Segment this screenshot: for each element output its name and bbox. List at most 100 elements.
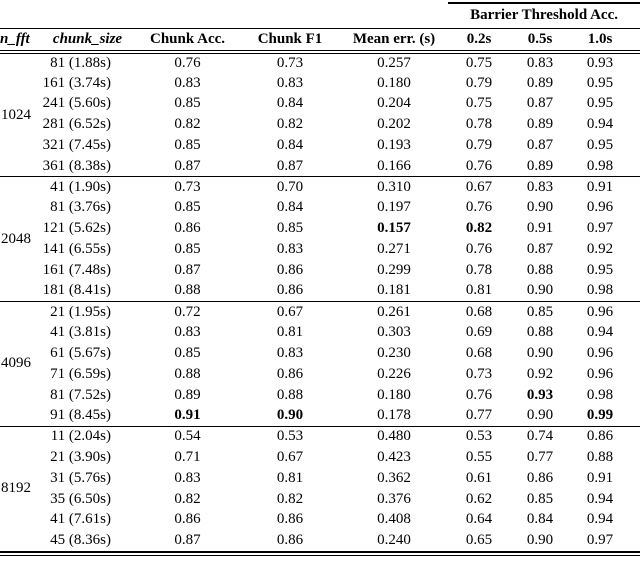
table-row: 181 (8.41s) 0.88 0.86 0.181 0.81 0.90 0.…: [0, 281, 640, 302]
acc-10s-cell: 0.96: [586, 199, 614, 216]
table-row: 31 (5.76s) 0.83 0.81 0.362 0.61 0.86 0.9…: [0, 468, 640, 489]
n-fft-cell: 4096: [1, 355, 31, 372]
chunk-f1-cell: 0.82: [276, 116, 304, 133]
n-fft-cell: 1024: [1, 106, 31, 123]
col-header-chunk-size: chunk_size: [52, 30, 123, 47]
chunk-acc-cell: 0.83: [174, 74, 201, 91]
acc-02s-cell: 0.68: [465, 303, 493, 320]
mean-err-cell: 0.230: [377, 345, 411, 362]
acc-05s-cell: 0.89: [526, 116, 554, 133]
mean-err-cell: 0.204: [377, 95, 411, 112]
chunk-f1-cell: 0.85: [276, 220, 304, 237]
acc-05s-cell: 0.88: [526, 324, 554, 341]
acc-10s-cell: 0.91: [586, 178, 614, 195]
acc-05s-cell: 0.90: [526, 199, 554, 216]
table-row: 241 (5.60s) 0.85 0.84 0.204 0.75 0.87 0.…: [0, 94, 640, 115]
acc-10s-cell: 0.94: [586, 324, 614, 341]
acc-02s-cell: 0.67: [465, 178, 493, 195]
acc-02s-cell: 0.79: [465, 137, 493, 154]
chunk-size-cell: 241 (5.60s): [42, 95, 111, 112]
acc-05s-cell: 0.89: [526, 157, 554, 174]
mean-err-cell: 0.310: [377, 178, 411, 195]
mean-err-cell: 0.480: [377, 428, 411, 445]
acc-02s-cell: 0.69: [465, 324, 493, 341]
acc-05s-cell: 0.90: [526, 532, 554, 549]
mean-err-cell: 0.261: [377, 303, 411, 320]
table-row: 41 (3.81s) 0.83 0.81 0.303 0.69 0.88 0.9…: [0, 322, 640, 343]
chunk-f1-cell: 0.90: [276, 407, 304, 424]
mean-err-cell: 0.362: [377, 469, 411, 486]
acc-02s-cell: 0.62: [465, 490, 493, 507]
chunk-acc-cell: 0.73: [174, 178, 201, 195]
chunk-acc-cell: 0.82: [174, 490, 201, 507]
col-header-acc-05s: 0.5s: [527, 30, 553, 47]
group-header-spacer: [0, 3, 448, 28]
mean-err-cell: 0.408: [377, 511, 411, 528]
chunk-acc-cell: 0.85: [174, 345, 201, 362]
chunk-size-cell: 141 (6.55s): [42, 241, 111, 258]
chunk-size-cell: 91 (8.45s): [50, 407, 111, 424]
acc-05s-cell: 0.90: [526, 345, 554, 362]
acc-10s-cell: 0.95: [586, 95, 614, 112]
acc-05s-cell: 0.92: [526, 365, 554, 382]
table-row: 91 (8.45s) 0.91 0.90 0.178 0.77 0.90 0.9…: [0, 406, 640, 427]
chunk-f1-cell: 0.86: [276, 282, 304, 299]
chunk-acc-cell: 0.54: [174, 428, 201, 445]
acc-05s-cell: 0.87: [526, 95, 554, 112]
acc-10s-cell: 0.98: [586, 157, 614, 174]
acc-10s-cell: 0.94: [586, 511, 614, 528]
chunk-size-cell: 161 (3.74s): [42, 74, 111, 91]
mean-err-cell: 0.193: [377, 137, 411, 154]
acc-02s-cell: 0.78: [465, 261, 493, 278]
n-fft-cell: 8192: [1, 480, 31, 497]
block-nfft-2048: 2048 41 (1.90s) 0.73 0.70 0.310 0.67 0.8…: [0, 176, 640, 302]
acc-05s-cell: 0.74: [526, 428, 554, 445]
acc-05s-cell: 0.77: [526, 449, 554, 466]
mean-err-cell: 0.197: [377, 199, 411, 216]
acc-02s-cell: 0.82: [465, 220, 493, 237]
mean-err-cell: 0.240: [377, 532, 411, 549]
chunk-acc-cell: 0.88: [174, 282, 201, 299]
acc-10s-cell: 0.96: [586, 345, 614, 362]
chunk-size-cell: 81 (3.76s): [50, 199, 111, 216]
chunk-size-cell: 81 (1.88s): [50, 54, 111, 71]
chunk-size-cell: 31 (5.76s): [50, 469, 111, 486]
chunk-f1-cell: 0.73: [276, 54, 304, 71]
acc-10s-cell: 0.94: [586, 116, 614, 133]
acc-02s-cell: 0.65: [465, 532, 493, 549]
block-nfft-8192: 8192 11 (2.04s) 0.54 0.53 0.480 0.53 0.7…: [0, 426, 640, 551]
chunk-size-cell: 41 (7.61s): [50, 511, 111, 528]
chunk-acc-cell: 0.87: [174, 532, 201, 549]
chunk-f1-cell: 0.53: [276, 428, 304, 445]
acc-05s-cell: 0.83: [526, 54, 554, 71]
chunk-size-cell: 11 (2.04s): [50, 428, 111, 445]
chunk-size-cell: 21 (3.90s): [50, 449, 111, 466]
acc-02s-cell: 0.61: [465, 469, 493, 486]
chunk-size-cell: 181 (8.41s): [42, 282, 111, 299]
mean-err-cell: 0.299: [377, 261, 411, 278]
chunk-acc-cell: 0.85: [174, 241, 201, 258]
results-table: Barrier Threshold Acc. n_fft chunk_size …: [0, 2, 640, 551]
chunk-acc-cell: 0.85: [174, 95, 201, 112]
chunk-f1-cell: 0.86: [276, 511, 304, 528]
acc-05s-cell: 0.87: [526, 241, 554, 258]
chunk-f1-cell: 0.84: [276, 199, 304, 216]
chunk-size-cell: 281 (6.52s): [42, 116, 111, 133]
chunk-size-cell: 21 (1.95s): [50, 303, 111, 320]
chunk-f1-cell: 0.67: [276, 303, 304, 320]
chunk-acc-cell: 0.72: [174, 303, 201, 320]
acc-05s-cell: 0.85: [526, 303, 554, 320]
col-header-mean-err: Mean err. (s): [352, 30, 436, 47]
chunk-f1-cell: 0.83: [276, 241, 304, 258]
mean-err-cell: 0.178: [377, 407, 411, 424]
acc-02s-cell: 0.76: [465, 157, 493, 174]
chunk-f1-cell: 0.83: [276, 345, 304, 362]
mean-err-cell: 0.157: [377, 220, 411, 237]
table-bottom-rule: [0, 551, 640, 557]
table-row: 4096 21 (1.95s) 0.72 0.67 0.261 0.68 0.8…: [0, 302, 640, 372]
acc-10s-cell: 0.98: [586, 386, 614, 403]
acc-10s-cell: 0.99: [586, 407, 614, 424]
col-header-n-fft: n_fft: [0, 30, 30, 47]
block-nfft-4096: 4096 21 (1.95s) 0.72 0.67 0.261 0.68 0.8…: [0, 301, 640, 427]
table-row: 8192 11 (2.04s) 0.54 0.53 0.480 0.53 0.7…: [0, 426, 640, 496]
